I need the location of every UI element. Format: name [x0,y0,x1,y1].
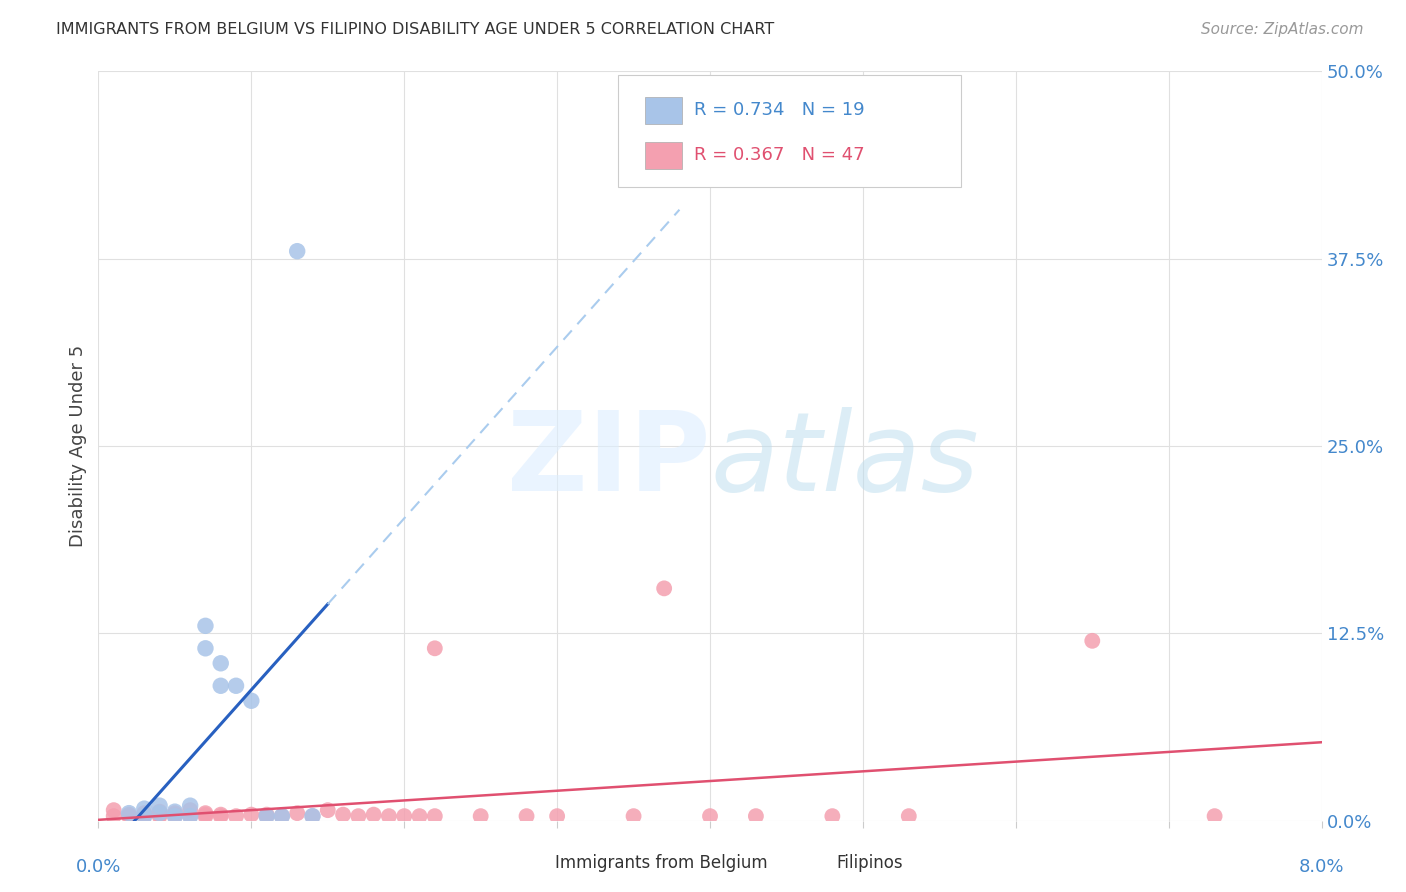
Point [209,657,232,671]
Point [285,244,308,259]
Point [316,803,339,817]
Point [149,798,172,813]
Point [209,809,232,823]
Point [118,806,141,821]
Text: Immigrants from Belgium: Immigrants from Belgium [555,855,768,872]
Point [256,809,278,823]
Text: Filipinos: Filipinos [837,855,903,872]
Point [103,803,125,817]
Point [378,809,401,823]
Point [423,809,446,823]
Point [179,809,201,823]
Text: 0.0%: 0.0% [76,858,121,876]
Point [285,806,308,821]
Point [194,809,217,823]
Point [270,809,294,823]
Point [897,809,920,823]
FancyBboxPatch shape [645,142,682,169]
Point [118,807,141,822]
Point [103,809,125,823]
Point [163,806,186,821]
FancyBboxPatch shape [645,97,682,124]
Point [179,809,201,823]
Point [270,809,294,823]
Text: ZIP: ZIP [506,408,710,515]
Point [301,809,323,823]
Point [194,619,217,633]
Text: atlas: atlas [710,408,979,515]
Point [134,809,156,823]
Point [149,805,172,819]
Point [163,809,186,823]
Point [623,809,645,823]
FancyBboxPatch shape [796,852,827,874]
Point [163,809,186,823]
Point [149,809,172,823]
Point [163,807,186,822]
Point [256,809,278,823]
Point [301,809,323,823]
FancyBboxPatch shape [619,75,960,187]
Point [209,807,232,822]
Point [1081,633,1104,648]
Point [240,807,263,822]
Point [332,807,354,822]
Point [194,807,217,822]
Point [408,809,430,823]
Point [745,809,768,823]
Point [225,679,247,693]
Point [163,805,186,819]
Point [699,809,721,823]
Text: IMMIGRANTS FROM BELGIUM VS FILIPINO DISABILITY AGE UNDER 5 CORRELATION CHART: IMMIGRANTS FROM BELGIUM VS FILIPINO DISA… [56,22,775,37]
Point [652,582,675,596]
Y-axis label: Disability Age Under 5: Disability Age Under 5 [69,345,87,547]
Point [392,809,416,823]
Text: R = 0.734   N = 19: R = 0.734 N = 19 [695,102,865,120]
Point [423,641,446,656]
FancyBboxPatch shape [515,852,546,874]
Point [149,807,172,822]
Point [240,694,263,708]
Point [1204,809,1226,823]
Point [179,798,201,813]
Text: 8.0%: 8.0% [1299,858,1344,876]
Point [821,809,844,823]
Text: R = 0.367   N = 47: R = 0.367 N = 47 [695,146,865,164]
Point [470,809,492,823]
Point [149,806,172,821]
Point [225,809,247,823]
Point [134,807,156,822]
Point [516,809,538,823]
Point [347,809,370,823]
Point [134,806,156,821]
Point [194,806,217,821]
Point [209,679,232,693]
Point [179,803,201,817]
Point [134,809,156,823]
Point [118,809,141,823]
Point [194,641,217,656]
Text: Source: ZipAtlas.com: Source: ZipAtlas.com [1201,22,1364,37]
Point [546,809,568,823]
Point [256,807,278,822]
Point [134,802,156,816]
Point [363,807,385,822]
